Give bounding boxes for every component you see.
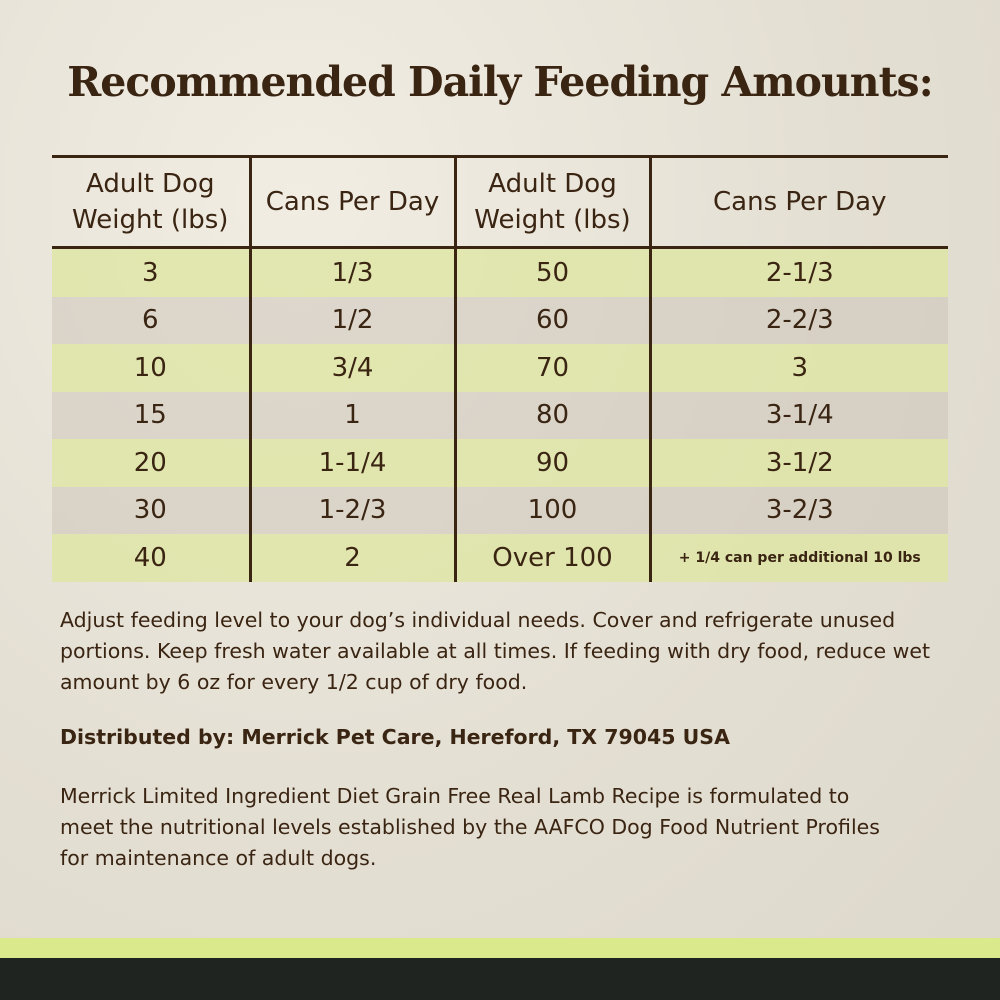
- table-row: 30 1-2/3 100 3-2/3: [52, 486, 948, 534]
- table-row: 20 1-1/4 90 3-1/2: [52, 439, 948, 487]
- table-cell: 3: [52, 247, 250, 297]
- table-cell: 3-1/2: [648, 439, 948, 487]
- table-cell: 6: [52, 296, 250, 344]
- table-cell: 1-1/4: [248, 439, 455, 487]
- table-cell: 100: [453, 486, 650, 534]
- table-cell: 3-1/4: [648, 391, 948, 439]
- table-cell: 80: [453, 391, 650, 439]
- table-cell: 3/4: [248, 344, 455, 392]
- title: Recommended Daily Feeding Amounts:: [67, 58, 934, 106]
- column-header: Adult Dog Weight (lbs): [52, 155, 250, 249]
- table-cell: 1/3: [248, 247, 455, 297]
- footer-bar: [0, 958, 1000, 1000]
- table-cell: 2: [248, 534, 455, 582]
- table-cell: 10: [52, 344, 250, 392]
- table-row: 15 1 80 3-1/4: [52, 391, 948, 439]
- table-cell: 40: [52, 534, 250, 582]
- table-cell: 3-2/3: [648, 486, 948, 534]
- table-cell: Over 100: [453, 534, 650, 582]
- feeding-note: Adjust feeding level to your dog’s indiv…: [60, 608, 931, 694]
- table-body: 3 1/3 50 2-1/3 6 1/2 60 2-2/3 10 3/4 70 3 15 1 80 3-1/4…: [52, 247, 948, 582]
- table-cell: 2-2/3: [648, 296, 948, 344]
- table-row: 6 1/2 60 2-2/3: [52, 296, 948, 344]
- column-header: Cans Per Day: [648, 155, 948, 249]
- distributor: Distributed by: Merrick Pet Care, Herefo…: [60, 725, 730, 749]
- table-row: 40 2 Over 100 + 1/4 can per additional 10 l…: [52, 534, 948, 582]
- column-header: Cans Per Day: [248, 155, 455, 249]
- column-header: Adult Dog Weight (lbs): [453, 155, 650, 249]
- header-row: Adult Dog Weight (lbs) Cans Per Day Adult …: [52, 155, 948, 249]
- table-cell: 30: [52, 486, 250, 534]
- table-cell: 1/2: [248, 296, 455, 344]
- aafco-statement: Merrick Limited Ingredient Diet Grain Fr…: [60, 784, 880, 870]
- table-cell: 60: [453, 296, 650, 344]
- table-cell: 1-2/3: [248, 486, 455, 534]
- table-row: 3 1/3 50 2-1/3: [52, 247, 948, 297]
- green-stripe: [0, 938, 1000, 958]
- table-cell: 20: [52, 439, 250, 487]
- table-cell: 70: [453, 344, 650, 392]
- table-cell: 3: [648, 344, 948, 392]
- feeding-table: Adult Dog Weight (lbs) Cans Per Day Adult …: [52, 155, 948, 582]
- table-cell: 15: [52, 391, 250, 439]
- table-cell: 1: [248, 391, 455, 439]
- table-row: 10 3/4 70 3: [52, 344, 948, 392]
- table-cell: 2-1/3: [648, 247, 948, 297]
- table-cell: + 1/4 can per additional 10 lbs: [648, 534, 948, 582]
- table-cell: 50: [453, 247, 650, 297]
- table-cell: 90: [453, 439, 650, 487]
